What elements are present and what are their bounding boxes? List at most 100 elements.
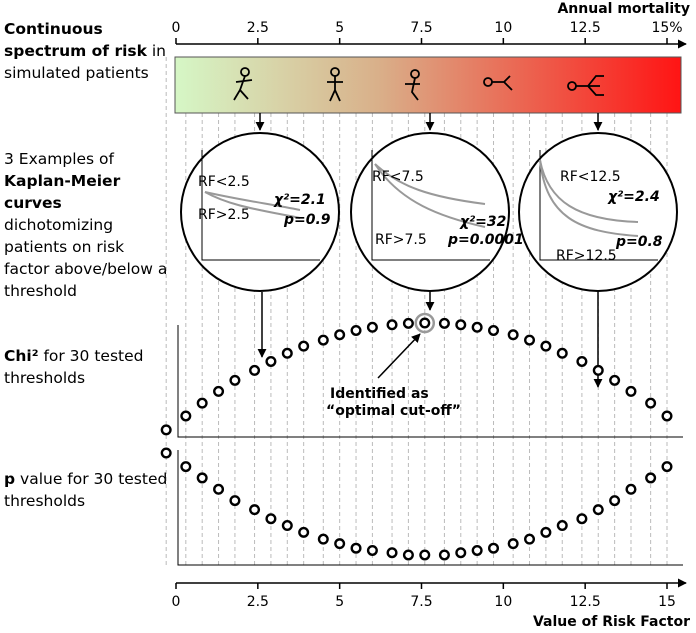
p-point [350,542,362,554]
panel-axes [177,325,683,566]
p-point [334,538,346,550]
chi2-point [298,340,310,352]
left-label: Chi² for 30 tested thresholds [4,347,144,387]
chi2-point [507,329,519,341]
risk-gradient-bar [174,56,682,114]
x-tick-label: 5 [335,594,344,610]
p-point [196,472,208,484]
km-axes [371,150,490,261]
km-example: RF<12.5 RF>12.5 χ²=2.4 p=0.8 [518,132,678,292]
p-point [298,526,310,538]
chi2-point [180,410,192,422]
km-example: RF<7.5 RF>7.5 χ²=32 p=0.0001 [350,132,524,292]
chi2-point [317,334,329,346]
x-tick-label: 10 [494,594,512,610]
optimal-highlight [414,312,436,334]
chi2-point [540,340,552,352]
km-label: RF>2.5 [198,207,250,223]
p-point [556,520,568,532]
km-curve [204,191,301,219]
annotation: Identified as [330,386,429,402]
p-point [438,549,450,561]
chi2-point [249,364,261,376]
p-point [625,483,637,495]
x-tick-label: 2.5 [247,594,269,610]
chi2-point [419,317,431,329]
km-label: p=0.0001 [447,232,524,248]
x-tick-label: 15 [658,594,676,610]
p-point [471,544,483,556]
p-point [592,504,604,516]
x-tick-label: 7.5 [410,20,432,36]
p-point [160,447,172,459]
chi2-point [386,319,398,331]
p-point [645,472,657,484]
left-label: p value for 30 tested thresholds [4,470,168,510]
chi2-point [265,355,277,367]
p-point [265,513,277,525]
chi2-point [402,317,414,329]
p-point [317,533,329,545]
km-label: χ²=2.1 [273,192,326,208]
p-point [488,542,500,554]
chi2-point [160,424,172,436]
x-tick-label: 7.5 [410,594,432,610]
km-circle [350,132,510,292]
p-point [609,495,621,507]
km-label: χ²=32 [459,214,506,230]
p-point [455,547,467,559]
chi2-point [350,324,362,336]
x-tick-label: 15% [651,20,682,36]
annotation: “optimal cut-off” [326,403,461,419]
km-axes [201,150,320,261]
p-point [576,513,588,525]
chi2-point [524,334,536,346]
p-point [229,495,241,507]
x-tick-label: 0 [172,20,181,36]
p-point [180,461,192,473]
chi2-point [455,319,467,331]
chi2-point [213,385,225,397]
chi2-point [556,347,568,359]
km-circle [180,132,340,292]
x-tick-label: 5 [335,20,344,36]
chi2-point [625,385,637,397]
km-label: RF<7.5 [372,169,424,185]
p-point [386,547,398,559]
patient-icons [233,67,604,102]
chi2-point [471,321,483,333]
chi2-point [281,347,293,359]
x-tick-label: 12.5 [570,594,601,610]
chi2-point [609,374,621,386]
km-label: RF>7.5 [375,232,427,248]
chi2-point [592,364,604,376]
chi2-point [488,324,500,336]
km-curve [539,159,639,223]
x-tick-label: 12.5 [570,20,601,36]
x-tick-label: 0 [172,594,181,610]
km-curve [374,163,486,228]
p-point [507,538,519,550]
km-curve [204,191,301,211]
chi2-point [366,321,378,333]
chi2-point [661,410,673,422]
left-label: 3 Examples of Kaplan-Meier curves dichot… [4,150,168,300]
km-axes [539,150,658,261]
p-point [281,520,293,532]
p-point [524,533,536,545]
p-point [213,483,225,495]
chi2-point [196,397,208,409]
km-example: RF<2.5 RF>2.5 χ²=2.1 p=0.9 [180,132,340,292]
km-circle [518,132,678,292]
km-label: p=0.8 [615,234,663,250]
km-label: χ²=2.4 [607,189,660,205]
p-point [661,461,673,473]
p-point [540,526,552,538]
p-point [249,504,261,516]
chi2-point [229,374,241,386]
p-point [402,549,414,561]
chi2-point [334,329,346,341]
km-label: RF<2.5 [198,174,250,190]
